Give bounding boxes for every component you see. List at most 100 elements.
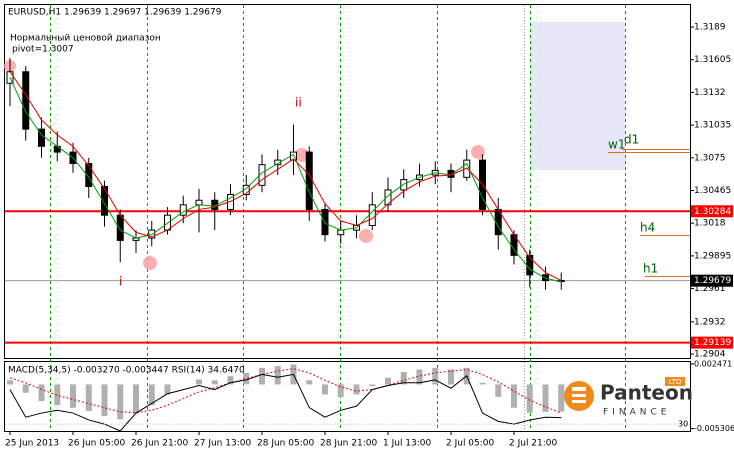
macd-bar xyxy=(542,384,549,412)
moving-average xyxy=(9,71,562,282)
annotation: Нормальный ценовой диапазон xyxy=(10,34,161,44)
wave-label: i xyxy=(119,275,122,289)
macd-bar xyxy=(22,384,29,393)
y-tick-label: 1.3075 xyxy=(694,153,726,163)
indicator-frame xyxy=(4,361,691,432)
macd-bar xyxy=(369,384,376,387)
macd-bar xyxy=(259,367,265,385)
day-separators xyxy=(50,5,626,431)
macd-bar xyxy=(385,377,391,385)
annotation: pivot=1.3007 xyxy=(12,45,74,55)
y2-tick-label: -0.005306 xyxy=(694,424,734,433)
logo-sub: FINANCE xyxy=(603,408,670,418)
candle-body xyxy=(101,185,108,216)
price-box xyxy=(691,336,733,349)
logo-name: Panteon xyxy=(600,381,693,405)
price-box xyxy=(691,274,733,287)
macd-bar xyxy=(85,384,92,412)
y-tick-label: 1.2961 xyxy=(694,284,726,294)
price-label: 1.29139 xyxy=(694,338,731,348)
macd-bar xyxy=(322,384,328,395)
y-tick-label: 1.31605 xyxy=(694,55,731,65)
y2-tick-label: 0.002471 xyxy=(694,359,732,368)
macd-bar xyxy=(196,379,202,385)
x-tick-label: 28 Jun 05:00 xyxy=(257,439,314,449)
y-tick-label: 1.29895 xyxy=(694,251,731,261)
macd-bar xyxy=(117,384,124,420)
candle-body xyxy=(242,184,250,196)
main-frame xyxy=(4,4,691,359)
wave-label: ii xyxy=(295,96,302,110)
macd-bar xyxy=(70,384,76,408)
macd-bar xyxy=(511,384,517,408)
x-tick-label: 26 Jun 21:00 xyxy=(131,439,188,449)
macd-bar xyxy=(306,380,313,385)
candle-body xyxy=(85,163,93,187)
candle-body xyxy=(195,199,203,206)
macd-bar xyxy=(148,384,155,406)
candle-body xyxy=(368,204,376,226)
y-tick-label: 1.2932 xyxy=(694,317,726,327)
x-tick-label: 26 Jun 05:00 xyxy=(68,439,125,449)
level-label: w1 xyxy=(608,138,625,152)
candle-body xyxy=(38,128,45,147)
y-tick-label: 1.30465 xyxy=(694,186,731,196)
logo-badge: LTD xyxy=(669,378,682,386)
macd-bar xyxy=(227,376,234,385)
price-box xyxy=(691,205,733,218)
chart-title: EURUSD,H1 1.29639 1.29697 1.29639 1.2967… xyxy=(8,8,222,18)
candle-body xyxy=(305,151,313,210)
macd-bar xyxy=(38,384,45,402)
macd-bar xyxy=(101,384,108,417)
rsi-line xyxy=(9,373,562,432)
y-tick-label: 1.3018 xyxy=(694,219,726,229)
y-tick-label: 1.31035 xyxy=(694,121,731,131)
macd-bar xyxy=(479,382,486,385)
macd-bar xyxy=(243,372,250,385)
level-label: d1 xyxy=(624,133,639,147)
indicator-title: MACD(5,34,5) -0.003270 -0.003447 RSI(14)… xyxy=(8,366,245,376)
x-tick-label: 27 Jun 13:00 xyxy=(194,439,251,449)
candle-body xyxy=(22,71,30,130)
x-tick-label: 2 Jul 05:00 xyxy=(446,439,495,449)
price-label: 1.29679 xyxy=(694,276,731,286)
y-tick-label: 1.2904 xyxy=(694,349,726,359)
macd-signal xyxy=(9,368,562,414)
macd-bar xyxy=(416,369,423,385)
macd-bar xyxy=(558,384,565,412)
x-tick-label: 2 Jul 21:00 xyxy=(509,439,558,449)
candle-body xyxy=(258,164,266,186)
x-tick-label: 1 Jul 13:00 xyxy=(383,439,432,449)
macd-bar xyxy=(133,384,139,414)
macd-bar xyxy=(448,369,454,385)
moving-average xyxy=(9,77,562,283)
range-box xyxy=(530,22,625,170)
macd-bar xyxy=(526,384,533,413)
x-tick-label: 28 Jun 21:00 xyxy=(320,439,377,449)
x-tick-label: 25 Jun 2013 xyxy=(5,439,59,449)
macd-bar xyxy=(353,384,360,395)
candle-body xyxy=(116,214,124,241)
level-label: h1 xyxy=(643,262,658,276)
y-tick-label: 1.3189 xyxy=(694,23,726,33)
level-label: h4 xyxy=(640,221,655,235)
rsi-tick-label: 30 xyxy=(678,420,688,429)
macd-bar xyxy=(432,367,439,385)
candle-body xyxy=(274,159,282,166)
macd-bar xyxy=(164,384,171,395)
macd-bar xyxy=(400,371,407,385)
candle-body xyxy=(53,145,61,153)
macd-bar xyxy=(495,384,502,397)
candle-body xyxy=(321,208,329,236)
logo: LTD Panteon FINANCE xyxy=(564,377,693,418)
candle-body xyxy=(337,229,345,236)
candle-body xyxy=(384,189,392,206)
level-lines xyxy=(608,149,690,277)
macd-bar xyxy=(337,384,344,397)
macd-bar xyxy=(7,380,13,385)
y-tick-label: 1.3132 xyxy=(694,88,726,98)
macd-bar xyxy=(54,384,61,406)
price-label: 1.30284 xyxy=(694,207,731,217)
macd-bar xyxy=(211,380,218,385)
